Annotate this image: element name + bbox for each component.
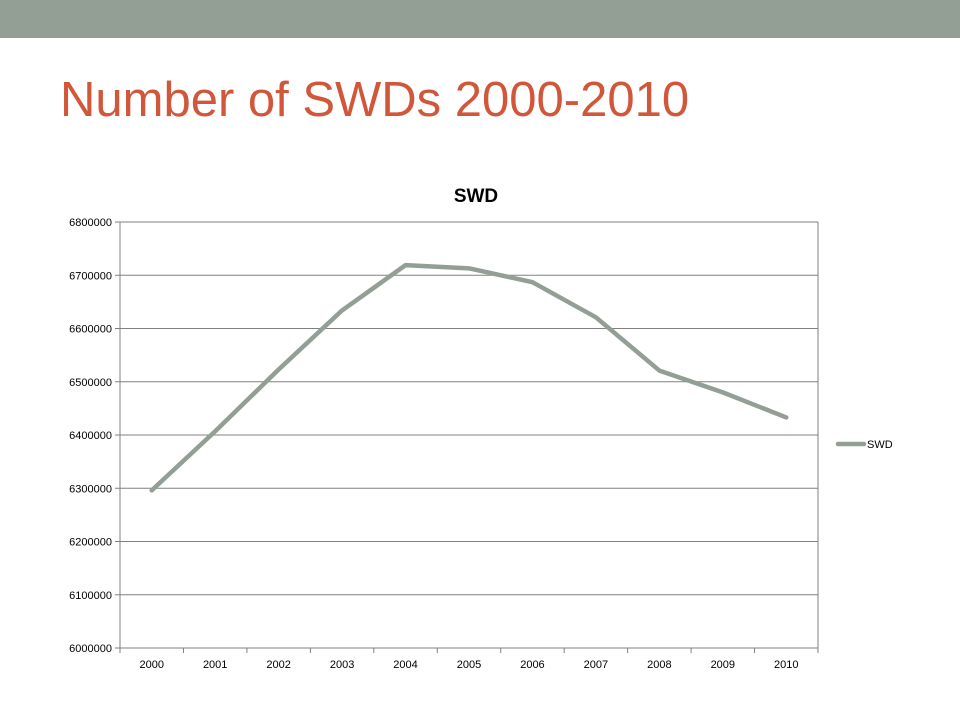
y-tick-label: 6400000: [69, 430, 112, 442]
series-line: [149, 262, 789, 493]
slide-title: Number of SWDs 2000-2010: [60, 73, 690, 127]
x-tick-label: 2006: [520, 659, 544, 671]
y-tick-label: 6100000: [69, 590, 112, 602]
y-tick-label: 6600000: [69, 324, 112, 336]
x-tick-label: 2000: [139, 659, 163, 671]
x-tick-label: 2002: [266, 659, 290, 671]
legend-label: SWD: [867, 439, 893, 451]
x-tick-label: 2010: [774, 659, 798, 671]
top-accent-bar: [0, 0, 960, 38]
axes: 6000000 6100000 6200000 6300000 6400000 65000…: [69, 217, 819, 671]
x-tick-label: 2003: [330, 659, 354, 671]
x-tick-label: 2009: [711, 659, 735, 671]
y-tick-label: 6300000: [69, 483, 112, 495]
y-tick-label: 6000000: [69, 643, 112, 655]
x-tick-label: 2005: [457, 659, 481, 671]
chart-title: SWD: [454, 186, 498, 207]
x-tick-label: 2007: [584, 659, 608, 671]
x-tick-label: 2008: [647, 659, 671, 671]
gridlines: [120, 221, 818, 649]
y-tick-label: 6800000: [69, 217, 112, 229]
x-tick-label: 2004: [393, 659, 417, 671]
y-tick-label: 6500000: [69, 377, 112, 389]
x-tick-label: 2001: [203, 659, 227, 671]
y-tick-label: 6200000: [69, 537, 112, 549]
series-lines: [149, 262, 789, 493]
legend: SWD: [835, 439, 893, 451]
y-tick-label: 6700000: [69, 270, 112, 282]
